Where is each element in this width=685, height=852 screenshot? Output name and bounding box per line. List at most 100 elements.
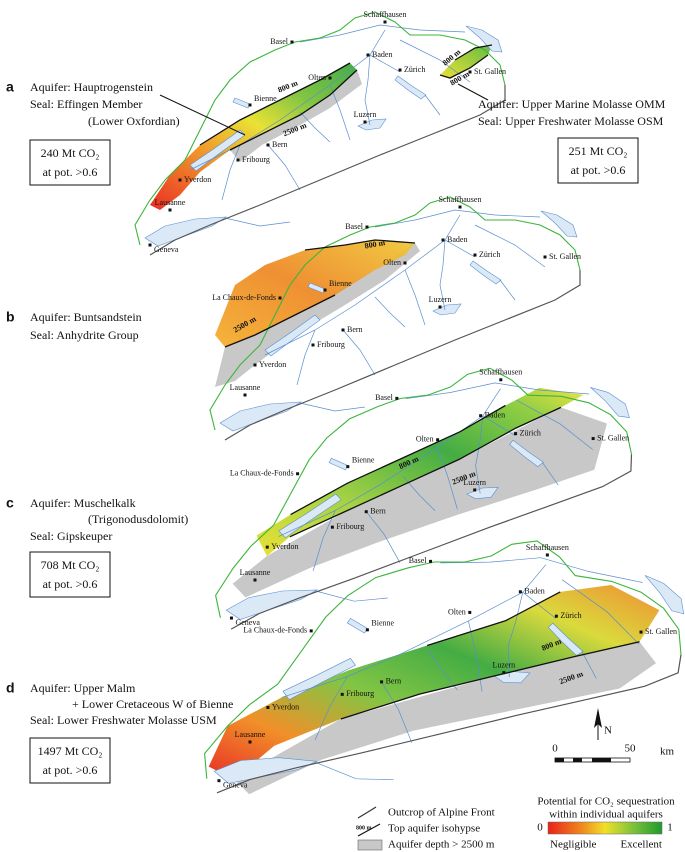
river: [444, 239, 476, 258]
river: [542, 462, 559, 486]
river: [299, 24, 466, 43]
alpine-front: [224, 270, 581, 441]
city-marker: [266, 705, 270, 709]
city-label: Fribourg: [346, 689, 374, 698]
city-label: Geneva: [235, 618, 260, 627]
capacity-box: [29, 139, 111, 186]
river: [299, 402, 366, 412]
scale-end: 50: [625, 743, 637, 755]
lake: [225, 589, 319, 620]
city-marker: [364, 510, 368, 514]
border: [134, 11, 506, 246]
city-marker: [639, 630, 643, 634]
seal-note: (Lower Oxfordian): [88, 114, 180, 128]
city-label: St. Gallen: [549, 252, 581, 261]
river: [499, 279, 516, 301]
capacity-box: [29, 551, 111, 598]
lake: [232, 97, 251, 109]
city-label: Fribourg: [336, 522, 364, 531]
city-marker: [479, 414, 483, 418]
river: [561, 579, 640, 645]
river: [522, 591, 557, 619]
city-marker: [383, 20, 387, 24]
city-marker: [365, 225, 369, 229]
city-label: Yverdon: [272, 702, 299, 711]
city-marker: [366, 53, 370, 57]
legend-depth-symbol: [357, 839, 383, 851]
legend-depth: Aquifer depth > 2500 m: [388, 839, 495, 851]
city-marker: [468, 610, 472, 614]
scale-bar: [554, 757, 631, 763]
scale-start: 0: [552, 743, 558, 755]
river: [314, 676, 348, 741]
city-marker: [403, 261, 407, 265]
river: [281, 564, 547, 698]
city-label: Basel: [270, 37, 289, 46]
city-marker: [543, 255, 547, 259]
city-marker: [429, 559, 433, 563]
panel-letter: a: [6, 79, 14, 95]
aquifer-note: + Lower Cretaceous W of Bienne: [72, 697, 233, 711]
lake: [394, 75, 427, 100]
river: [399, 39, 471, 83]
city-label: Zürich: [560, 611, 581, 620]
aquifer: Aquifer: Buntsandstein: [30, 310, 142, 324]
isohypse: [340, 641, 640, 720]
aquifer: Aquifer: Upper Marine Molasse OMM: [478, 97, 666, 111]
north-arrow: [594, 708, 602, 740]
isohypse: [427, 591, 561, 647]
city-marker: [545, 553, 549, 557]
city-label: St. Gallen: [645, 627, 677, 636]
lake: [469, 260, 502, 285]
city-marker: [518, 590, 522, 594]
isohypse: [199, 62, 351, 146]
city-marker: [309, 629, 313, 633]
city-marker: [290, 40, 294, 44]
legend-max-label: Excellent: [620, 839, 662, 851]
isohypse: [290, 404, 506, 516]
lake: [278, 493, 342, 539]
city-label: Bienne: [254, 94, 277, 103]
city-marker: [458, 205, 462, 209]
city-label: Baden: [485, 411, 505, 420]
legend-min-label: Negligible: [550, 839, 597, 851]
city-marker: [253, 363, 257, 367]
city-label: Baden: [372, 50, 392, 59]
river: [299, 111, 331, 143]
city-marker: [346, 465, 350, 469]
city-marker: [473, 488, 477, 492]
panel-letter: b: [6, 309, 15, 325]
city-marker: [236, 158, 240, 162]
city-marker: [365, 628, 369, 632]
capacity-note: at pot. >0.6: [43, 165, 98, 179]
river: [405, 382, 590, 400]
city-marker: [217, 779, 221, 783]
aquifer-note: (Trigonodusdolomit): [88, 512, 188, 526]
city-label: Basel: [375, 393, 394, 402]
capacity-box: [29, 737, 111, 784]
legend-potential-title: Potential for CO₂ sequestration: [537, 796, 675, 808]
isohypse: [229, 69, 358, 151]
river: [342, 329, 376, 376]
city-marker: [253, 578, 257, 582]
river: [267, 144, 301, 191]
alpine-front: [230, 454, 633, 630]
city-marker: [438, 305, 442, 309]
seal: Seal: Upper Freshwater Molasse OSM: [478, 114, 664, 128]
capacity: 251 Mt CO₂: [569, 144, 628, 158]
lake: [357, 118, 387, 131]
legend-isohypse-sample: 800 m: [356, 825, 372, 831]
city-label: Yverdon: [271, 542, 298, 551]
city-marker: [441, 238, 445, 242]
city-label: Basel: [409, 556, 428, 565]
city-label: Bienne: [371, 619, 394, 628]
city-marker: [380, 680, 384, 684]
river: [224, 217, 291, 227]
river: [315, 761, 394, 781]
river: [369, 54, 401, 73]
lake: [465, 25, 503, 53]
river: [296, 329, 316, 386]
